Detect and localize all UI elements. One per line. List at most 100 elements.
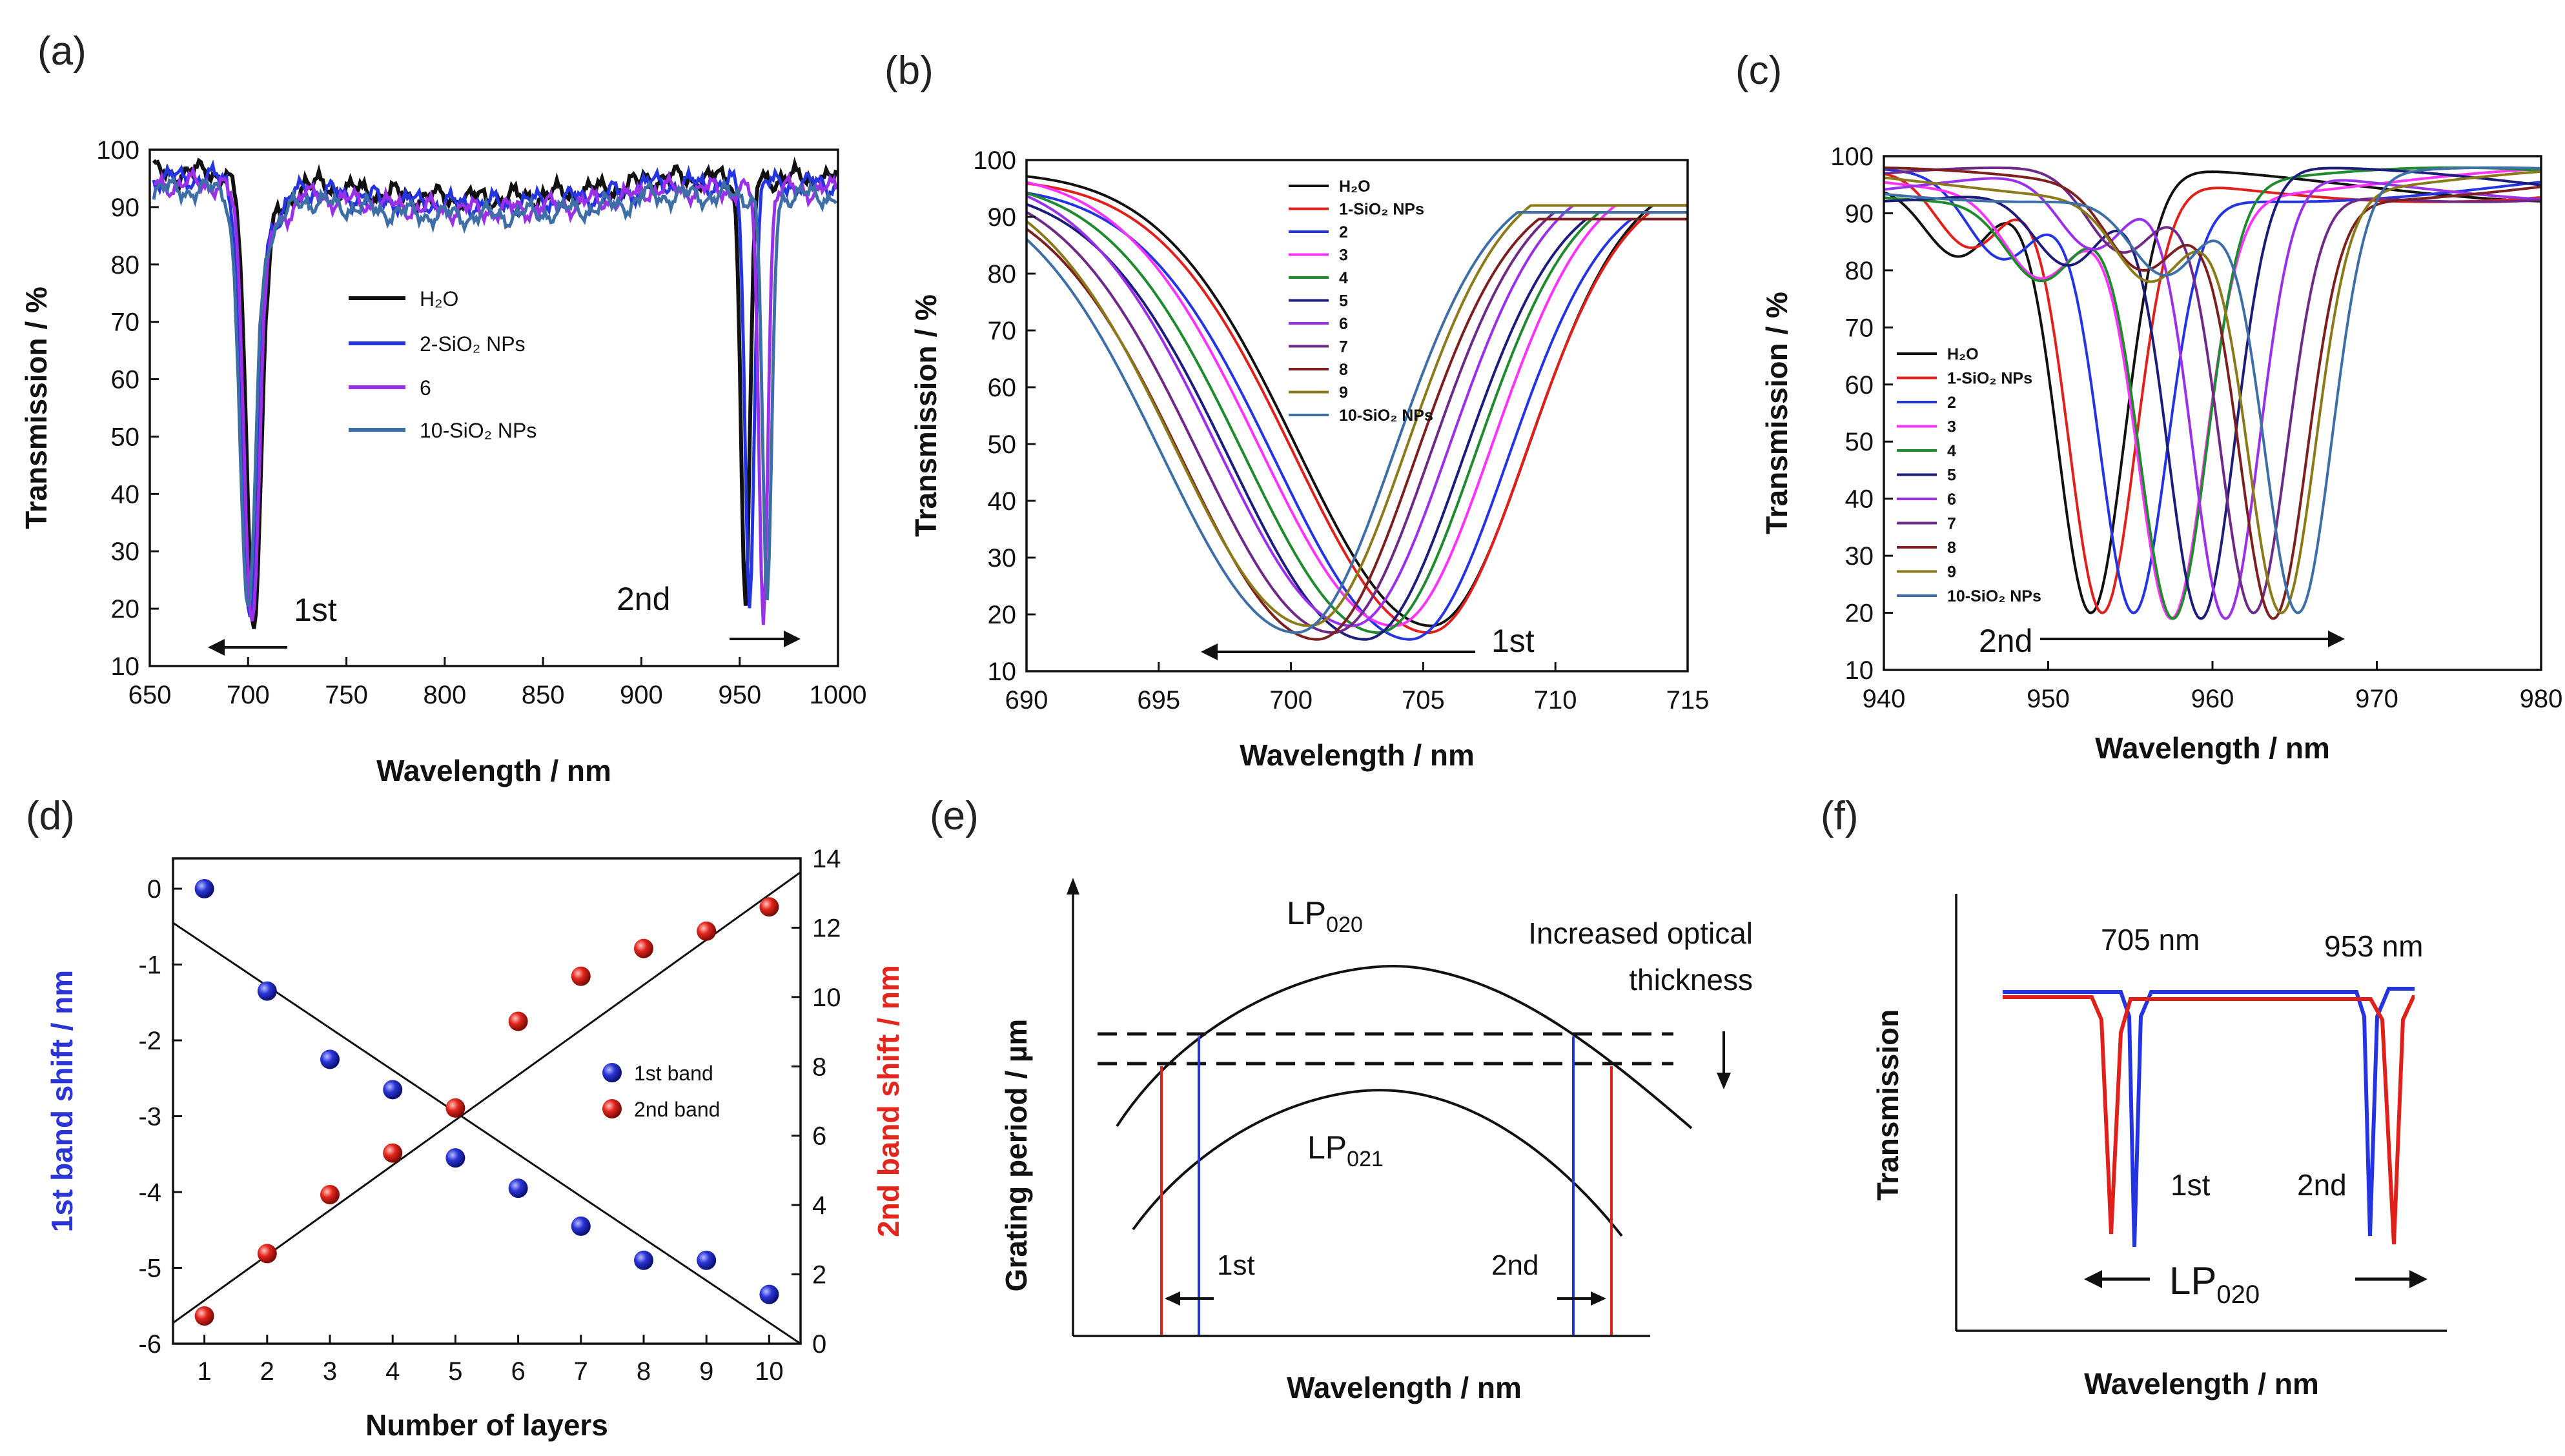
chart-b-xtick-label: 705: [1402, 686, 1445, 714]
legend-label: 6: [1339, 315, 1348, 333]
chart-d-point-2nd: [445, 1098, 465, 1118]
schematic-f-peak2: 953 nm: [2324, 929, 2423, 963]
chart-d-xtick-label: 2: [260, 1357, 274, 1386]
chart-d-xtick-label: 1: [197, 1357, 211, 1386]
chart-b-ylabel: Transmission / %: [909, 294, 943, 537]
chart-d-ytick-label: -6: [138, 1330, 161, 1359]
chart-b: 690 695 700 705 710 715102030405060708090100 …: [909, 147, 1709, 772]
legend-marker-1st-band: [602, 1063, 622, 1082]
legend-label: 7: [1947, 515, 1956, 533]
chart-d-point-2nd: [508, 1011, 528, 1031]
chart-b-ytick-label: 10: [988, 658, 1017, 686]
schematic-e-lp020-sub: 020: [1326, 913, 1363, 937]
chart-b-xtick-label: 710: [1534, 686, 1577, 714]
legend-label-h2o: H₂O: [420, 287, 458, 310]
chart-d-y2tick-label: 6: [812, 1122, 826, 1151]
chart-d-fit-line: [172, 922, 801, 1345]
schematic-f-ylabel: Transmission: [1871, 1009, 1905, 1201]
chart-c-ytick-label: 60: [1845, 371, 1874, 399]
chart-d-ytick-label: -3: [138, 1103, 161, 1131]
chart-d-point-2nd: [194, 1306, 214, 1326]
chart-a-ytick-label: 30: [111, 538, 140, 566]
chart-d-y2tick-label: 14: [812, 845, 841, 873]
schematic-e-arrow-2nd: [1557, 1291, 1606, 1306]
chart-d-point-1st: [257, 981, 277, 1001]
panel-label-c: (c): [1735, 48, 1782, 93]
legend-label-2nd-band: 2nd band: [634, 1098, 720, 1121]
chart-b-ytick-label: 50: [988, 430, 1017, 459]
schematic-f-red-trace: [2003, 995, 2415, 1245]
chart-d-xtick-label: 3: [323, 1357, 337, 1386]
chart-c-arrow-right: [2040, 631, 2345, 647]
chart-d-xtick-label: 6: [511, 1357, 525, 1386]
chart-d-xtick-label: 9: [699, 1357, 713, 1386]
schematic-f-label-lp020: LP020: [2169, 1259, 2260, 1309]
chart-c-xtick-label: 970: [2355, 685, 2398, 713]
panel-label-f: (f): [1821, 794, 1859, 838]
legend-label: 8: [1339, 361, 1348, 379]
chart-b-frame: [1025, 159, 1689, 672]
chart-b-series-line: [1026, 175, 1688, 627]
chart-d-xtick-label: 7: [574, 1357, 588, 1386]
chart-d-y2tick-label: 2: [812, 1261, 826, 1289]
chart-d-point-2nd: [257, 1244, 277, 1264]
chart-a-xtick-label: 900: [620, 681, 663, 709]
chart-d-y2tick-label: 0: [812, 1330, 826, 1359]
chart-c-ytick-label: 50: [1845, 428, 1874, 456]
chart-d-xlabel: Number of layers: [365, 1408, 608, 1442]
chart-a-ytick-label: 50: [111, 423, 140, 451]
schematic-f-label-2nd: 2nd: [2297, 1168, 2347, 1202]
chart-a-ytick-label: 80: [111, 251, 140, 279]
legend-marker-2nd-band: [602, 1099, 622, 1118]
chart-b-series-line: [1026, 181, 1688, 627]
chart-a-ytick-label: 60: [111, 366, 140, 394]
chart-d-point-1st: [634, 1250, 653, 1270]
chart-c-annotation-2nd: 2nd: [1979, 623, 2032, 659]
legend-label: 9: [1947, 563, 1956, 581]
chart-d-point-1st: [194, 879, 214, 898]
schematic-f: 705 nm 953 nm 1st 2nd LP020 Wavelength /…: [1871, 894, 2447, 1400]
chart-d-y2tick-label: 8: [812, 1053, 826, 1081]
chart-c-series-line: [1883, 166, 2542, 614]
schematic-f-peak1: 705 nm: [2101, 923, 2200, 956]
chart-a-ytick-label: 20: [111, 595, 140, 623]
schematic-e-note-line2: thickness: [1629, 963, 1753, 996]
schematic-e-ylabel: Grating period / µm: [999, 1019, 1033, 1292]
legend-label: 7: [1339, 338, 1348, 356]
chart-c-ticks: 940 950 960 970 980 10 20 30 40 50 60 70 80 90 100: [1830, 143, 2562, 713]
chart-c-series-line: [1883, 167, 2542, 614]
chart-d-xtick-label: 4: [385, 1357, 400, 1386]
panel-label-b: (b): [884, 48, 934, 93]
schematic-e-arrow-1st: [1165, 1291, 1214, 1306]
chart-b-ytick-label: 80: [988, 260, 1017, 288]
chart-c-ytick-label: 20: [1845, 600, 1874, 628]
schematic-e: LP020 LP021 Increased optical thickness …: [999, 878, 1753, 1404]
chart-c-xtick-label: 960: [2191, 685, 2234, 713]
chart-d-xtick-label: 10: [755, 1357, 784, 1386]
chart-d-legend: 1st band 2nd band: [602, 1062, 720, 1121]
chart-d-point-2nd: [634, 938, 653, 958]
legend-label: H₂O: [1339, 177, 1371, 196]
schematic-f-lp020-main: LP: [2169, 1259, 2216, 1302]
legend-label: 2: [1339, 223, 1348, 241]
legend-label: 1-SiO₂ NPs: [1947, 370, 2032, 388]
chart-b-arrow-left: [1201, 643, 1475, 660]
chart-a-legend: H₂O 2-SiO₂ NPs 6 10-SiO₂ NPs: [349, 287, 537, 442]
schematic-f-blue-trace: [2003, 987, 2415, 1248]
schematic-e-label-lp020: LP020: [1287, 895, 1363, 937]
legend-label: 1-SiO₂ NPs: [1339, 201, 1424, 219]
chart-a-annotation-1st: 1st: [294, 592, 337, 628]
chart-d-ylabel-left: 1st band shift / nm: [45, 970, 79, 1232]
chart-d-frame: [172, 857, 802, 1345]
chart-b-ytick-label: 30: [988, 544, 1017, 572]
chart-a-ticks: 650 700 750 800 850 900 950 1000 10 20 30 40 50 60 70 8…: [96, 136, 866, 709]
chart-b-legend: H₂O 1-SiO₂ NPs 2 3 4 5 6 7 8 9 10-SiO₂ NPs: [1289, 177, 1433, 425]
chart-a-ytick-label: 100: [96, 136, 139, 165]
legend-label: 8: [1947, 539, 1956, 557]
schematic-e-curve-lp021: [1132, 1089, 1623, 1237]
chart-d-ytick-label: -5: [138, 1255, 161, 1283]
chart-b-ytick-label: 20: [988, 601, 1017, 629]
chart-a-xtick-label: 850: [522, 681, 565, 709]
chart-d-y2tick-label: 10: [812, 984, 841, 1012]
